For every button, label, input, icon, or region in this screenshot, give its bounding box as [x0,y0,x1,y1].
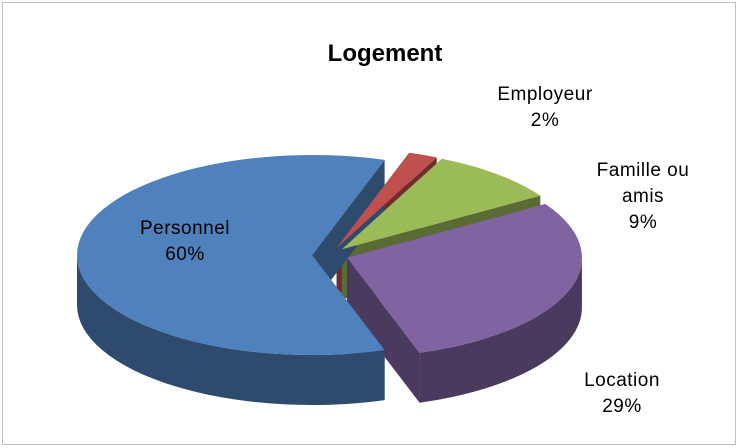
chart-title: Logement [327,40,443,67]
category-label: Famille ou amis [596,160,690,207]
value-label: 2% [530,110,560,131]
slice-wall [76,255,385,406]
slice-side [312,159,385,305]
data-label: Personnel 60% [120,216,250,268]
data-label: Employeur 2% [470,82,620,134]
category-label: Personnel [139,218,231,239]
value-label: 60% [165,244,205,265]
slice [341,158,541,250]
value-label: 9% [628,212,658,233]
data-label: Location 29% [557,368,687,420]
slice-wall [419,257,582,403]
slice [346,204,582,353]
category-label: Employeur [497,84,593,105]
slice [336,152,437,248]
value-label: 29% [602,396,642,417]
slice [77,154,385,355]
slice-side [346,257,420,403]
data-label: Famille ou amis 9% [588,158,698,236]
category-label: Location [584,370,660,391]
